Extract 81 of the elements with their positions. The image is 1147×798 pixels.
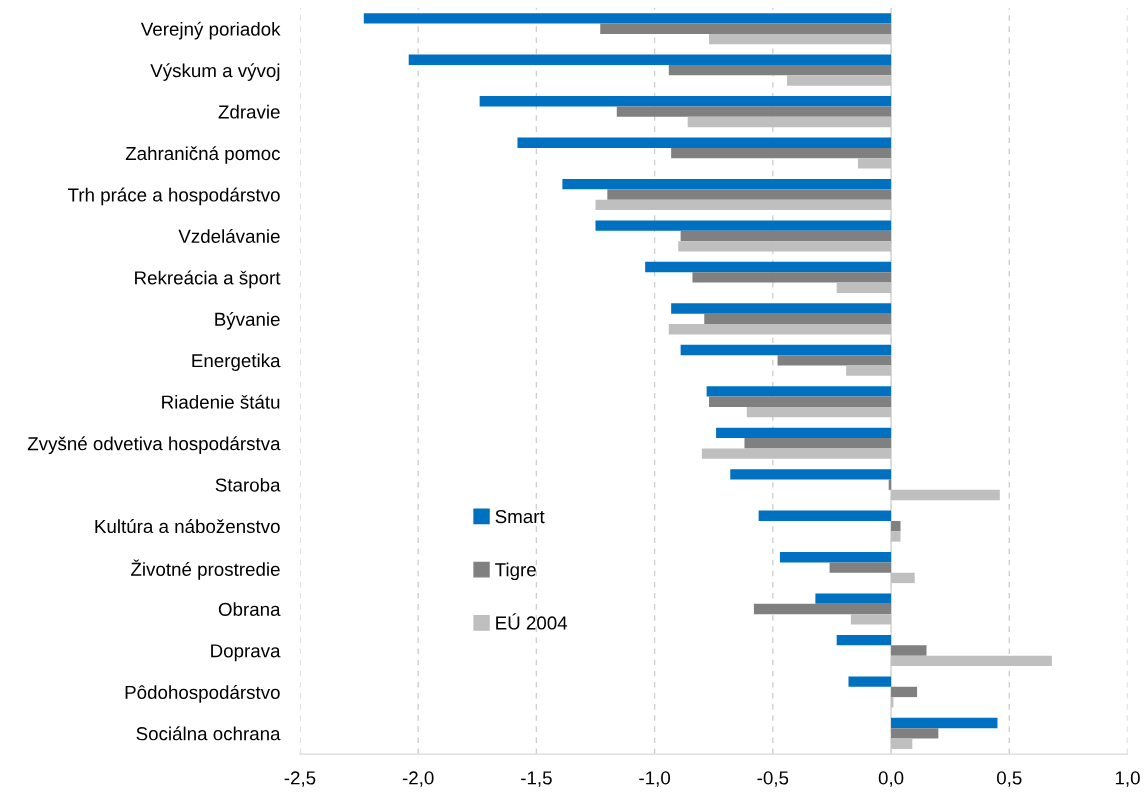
y-tick-label: Zahraničná pomoc (125, 146, 281, 164)
bar (687, 116, 892, 128)
bar (668, 324, 892, 335)
y-tick-label: Životné prostredie (131, 559, 280, 580)
bar (668, 64, 892, 76)
x-tick-label: 0,5 (996, 771, 1022, 787)
bar (408, 54, 892, 65)
bar (758, 510, 892, 521)
bar (891, 489, 1000, 501)
bar (716, 427, 892, 439)
bar (891, 655, 1052, 667)
y-tick-label: Energetika (192, 353, 281, 371)
bar (517, 137, 892, 148)
bar (616, 106, 892, 117)
y-tick-label: Sociálna ochrana (136, 726, 281, 741)
bar (891, 717, 998, 729)
y-tick-label: Doprava (211, 644, 281, 662)
x-tick-label: -0,5 (757, 771, 789, 787)
bar (850, 614, 892, 625)
bar (836, 634, 892, 646)
y-tick-label: Trh práce a hospodárstvo (67, 187, 280, 206)
x-tick-label: 0,0 (878, 771, 904, 787)
bar (857, 158, 892, 169)
bar (595, 220, 892, 231)
bar (779, 552, 892, 563)
x-tick-label: -1,5 (521, 771, 552, 787)
bar (891, 686, 918, 698)
bar (600, 23, 892, 34)
bar (829, 562, 892, 573)
bar (815, 593, 892, 604)
bar (891, 728, 939, 739)
bar (595, 199, 892, 211)
bar (708, 396, 892, 407)
bar (836, 282, 892, 293)
y-tick-label: Zvyšné odvetiva hospodárstva (27, 436, 281, 455)
bar (787, 75, 892, 86)
bar (701, 448, 892, 459)
y-tick-label: Riadenie štátu (162, 394, 280, 409)
bar (363, 13, 892, 24)
bar (680, 230, 892, 242)
y-tick-label: Rekreácia a šport (135, 270, 281, 289)
legend-label: Tigre (495, 562, 536, 581)
bar (891, 531, 901, 542)
bar (746, 406, 892, 418)
bar (706, 386, 892, 397)
bar (730, 469, 892, 480)
y-tick-label: Výskum a vývoj (150, 63, 280, 81)
bar (846, 365, 892, 376)
bar (708, 33, 892, 45)
y-tick-label: Zdravie (218, 104, 280, 119)
y-tick-label: Kultúra a náboženstvo (95, 519, 280, 534)
y-tick-label: Bývanie (215, 311, 280, 330)
bar (607, 189, 892, 200)
bar (891, 738, 913, 749)
bar (479, 96, 892, 107)
bar (645, 261, 892, 273)
y-tick-label: Pôdohospodárstvo (125, 685, 280, 703)
x-tick-label: 1,0 (1115, 771, 1140, 787)
legend-label: Smart (495, 509, 545, 524)
legend-label: EÚ 2004 (496, 613, 568, 630)
y-tick-label: Verejný poriadok (140, 21, 281, 40)
bar (562, 178, 892, 190)
bar (692, 272, 892, 283)
bar (704, 313, 892, 325)
bar (891, 520, 901, 532)
bar (744, 438, 892, 449)
y-tick-label: Obrana (218, 602, 281, 617)
x-tick-label: -1,0 (639, 771, 671, 787)
y-tick-label: Staroba (215, 477, 281, 492)
bar (891, 572, 915, 584)
bar (678, 241, 892, 252)
x-tick-label: -2,0 (402, 771, 434, 787)
bar (671, 303, 892, 314)
bar (891, 645, 927, 656)
x-tick-label: -2,5 (284, 771, 316, 787)
y-tick-label: Vzdelávanie (178, 228, 280, 243)
bar (777, 355, 892, 366)
bar (671, 147, 892, 159)
bar (753, 603, 892, 615)
bar (680, 344, 892, 356)
bar (848, 676, 892, 687)
